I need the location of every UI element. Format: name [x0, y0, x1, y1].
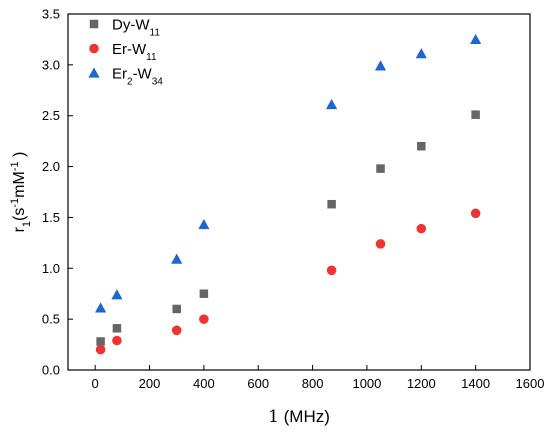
data-point	[172, 304, 181, 314]
legend-label: Er-W11	[112, 41, 157, 63]
x-tick-label: 800	[302, 376, 324, 391]
data-point	[199, 314, 209, 324]
data-point	[95, 344, 106, 355]
legend-label-subscript: 11	[146, 52, 157, 63]
x-axis-label-symbol: 1	[268, 407, 279, 427]
legend-label-text: -W	[133, 66, 153, 83]
legend-item: Dy-W11	[89, 17, 160, 39]
legend-marker	[89, 19, 99, 29]
legend-item: Er2-W34	[88, 66, 163, 88]
data-point	[96, 337, 105, 346]
data-point	[199, 289, 209, 298]
y-axis-label-base: r	[11, 226, 28, 232]
x-axis-ticks: 0 200 400 600 800 1000 1200 1400 1600	[92, 365, 545, 391]
data-point	[470, 208, 481, 219]
y-tick-label: 1.0	[42, 261, 60, 276]
data-point	[471, 110, 480, 119]
data-point	[198, 218, 210, 230]
x-axis-label: 1 (MHz)	[268, 407, 330, 427]
data-point	[326, 98, 338, 110]
data-points	[95, 33, 482, 355]
legend-marker	[89, 43, 99, 54]
x-tick-label: 1400	[461, 376, 490, 391]
y-tick-label: 0.0	[42, 363, 60, 378]
x-tick-label: 600	[247, 376, 269, 391]
series-circle	[95, 208, 481, 355]
y-axis-label-part1: (s	[11, 208, 28, 221]
y-axis-label-part3: )	[11, 152, 28, 162]
data-point	[374, 60, 387, 71]
y-tick-label: 3.0	[42, 57, 60, 72]
x-axis-label-unit: (MHz)	[279, 407, 330, 426]
y-axis-label-sup2: -1	[9, 161, 21, 171]
legend-label-text: Er	[112, 66, 127, 83]
data-point	[112, 324, 122, 333]
data-point	[171, 253, 183, 264]
x-tick-label: 200	[139, 376, 161, 391]
legend-marker	[88, 67, 100, 78]
y-tick-label: 1.5	[42, 210, 60, 225]
legend-label-subscript: 2	[127, 76, 133, 87]
legend-label-subscript: 34	[152, 76, 164, 87]
legend-label: Er2-W34	[112, 66, 163, 88]
data-point	[326, 265, 337, 276]
x-tick-label: 1000	[352, 376, 381, 391]
x-tick-label: 1200	[407, 376, 436, 391]
data-point	[95, 302, 107, 313]
data-point	[416, 223, 427, 234]
y-tick-label: 2.0	[42, 159, 60, 174]
plot-area-frame	[67, 13, 531, 371]
data-point	[171, 325, 182, 336]
legend-item: Er-W11	[89, 41, 157, 63]
y-axis-label: r1(s-1mM-1 )	[9, 152, 33, 233]
y-axis-ticks: 0.0 0.5 1.0 1.5 2.0 2.5 3.0 3.5	[42, 7, 73, 378]
legend-label: Dy-W11	[112, 17, 160, 39]
x-tick-label: 0	[92, 376, 99, 391]
data-point	[417, 141, 426, 151]
y-axis-label-part2: mM	[11, 171, 28, 198]
legend-label-subscript: 11	[150, 27, 161, 38]
data-point	[111, 289, 123, 300]
y-axis-label-sub: 1	[21, 221, 33, 227]
y-axis-label-sup1: -1	[9, 198, 21, 208]
x-tick-label: 1600	[516, 376, 545, 391]
data-point	[112, 335, 122, 346]
series-square	[96, 110, 480, 346]
x-tick-label: 400	[193, 376, 215, 391]
data-point	[375, 239, 386, 249]
data-point	[327, 199, 336, 209]
legend-label-text: Er-W	[112, 41, 147, 58]
data-point	[376, 164, 385, 173]
series-triangle	[95, 33, 482, 313]
data-point	[415, 48, 427, 59]
legend-label-text: Dy-W	[112, 17, 150, 34]
y-tick-label: 0.5	[42, 312, 60, 327]
data-point	[470, 33, 482, 45]
y-tick-label: 3.5	[42, 7, 60, 22]
y-tick-label: 2.5	[42, 108, 60, 123]
